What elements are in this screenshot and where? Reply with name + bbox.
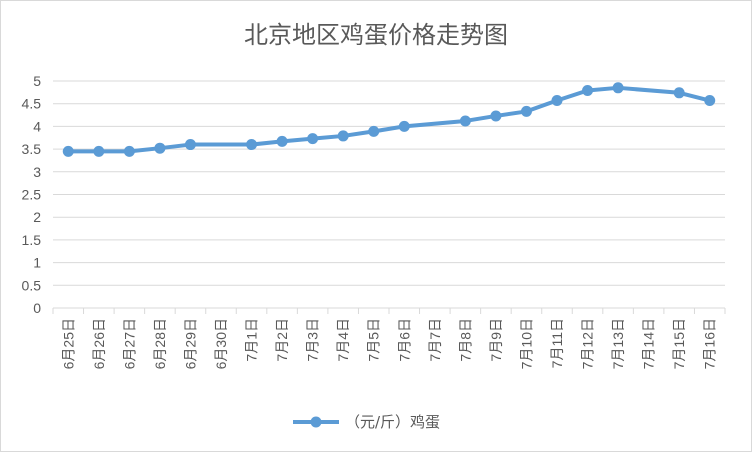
- x-axis-ticks: 6月25日 6月26日 6月27日 6月28日 6月29日 6月30日 7月1日 7月2日 7月…: [52, 308, 726, 369]
- x-tick-label: 7月3日: [305, 318, 321, 362]
- y-tick-label: 0: [33, 300, 41, 316]
- x-tick-label: 7月7日: [427, 318, 443, 362]
- x-tick-label: 6月29日: [182, 318, 198, 369]
- y-tick-label: 4: [33, 118, 41, 134]
- data-point: [398, 120, 410, 132]
- y-tick-label: 4.5: [22, 96, 42, 112]
- y-tick-label: 3: [33, 164, 41, 180]
- data-point: [368, 125, 380, 137]
- x-tick-label: 6月26日: [91, 318, 107, 369]
- y-tick-label: 0.5: [22, 277, 42, 293]
- data-point: [276, 135, 288, 147]
- legend-label: （元/斤）鸡蛋: [345, 413, 440, 431]
- data-point: [673, 87, 685, 99]
- x-tick-label: 7月6日: [396, 318, 412, 362]
- y-tick-label: 3.5: [22, 141, 42, 157]
- x-tick-label: 6月25日: [60, 318, 76, 369]
- grid-layer: [53, 80, 725, 309]
- x-tick-label: 7月16日: [702, 318, 718, 369]
- y-tick-label: 2.5: [22, 187, 42, 203]
- x-tick-label: 7月12日: [580, 318, 596, 369]
- data-point: [62, 145, 74, 157]
- data-point: [612, 82, 624, 94]
- x-tick-label: 7月13日: [610, 318, 626, 369]
- x-tick-label: 7月14日: [641, 318, 657, 369]
- data-point: [520, 105, 532, 117]
- data-point: [551, 95, 563, 107]
- x-tick-label: 7月4日: [335, 318, 351, 362]
- data-point: [337, 130, 349, 142]
- x-tick-label: 6月28日: [152, 318, 168, 369]
- data-point: [459, 115, 471, 127]
- series-layer: [62, 82, 716, 157]
- data-point: [93, 145, 105, 157]
- series-line: [66, 85, 712, 154]
- y-tick-label: 5: [33, 73, 41, 89]
- x-tick-label: 7月9日: [488, 318, 504, 362]
- data-point: [246, 139, 258, 151]
- y-tick-label: 2: [33, 209, 41, 225]
- legend-dot-marker: [310, 416, 322, 428]
- x-tick-label: 6月30日: [213, 318, 229, 369]
- y-tick-label: 1.5: [22, 232, 42, 248]
- data-point: [123, 145, 135, 157]
- x-tick-label: 7月1日: [244, 318, 260, 362]
- data-point: [154, 142, 166, 154]
- x-tick-label: 6月27日: [121, 318, 137, 369]
- data-point: [582, 85, 594, 97]
- x-tick-label: 7月11日: [549, 318, 565, 368]
- y-tick-label: 1: [33, 255, 41, 271]
- data-point: [490, 110, 502, 122]
- chart-title: 北京地区鸡蛋价格走势图: [244, 21, 508, 49]
- x-tick-label: 7月8日: [457, 318, 473, 362]
- data-point: [704, 95, 716, 107]
- x-tick-label: 7月2日: [274, 318, 290, 362]
- x-tick-label: 7月10日: [518, 318, 534, 369]
- x-tick-label: 7月15日: [671, 318, 687, 369]
- y-axis-ticks: 0 0.5 1 1.5 2 2.5 3 3.5 4 4.5 5: [22, 73, 42, 316]
- x-tick-label: 7月5日: [366, 318, 382, 362]
- data-point: [184, 139, 196, 151]
- data-point: [307, 133, 319, 145]
- legend: （元/斤）鸡蛋: [293, 413, 440, 431]
